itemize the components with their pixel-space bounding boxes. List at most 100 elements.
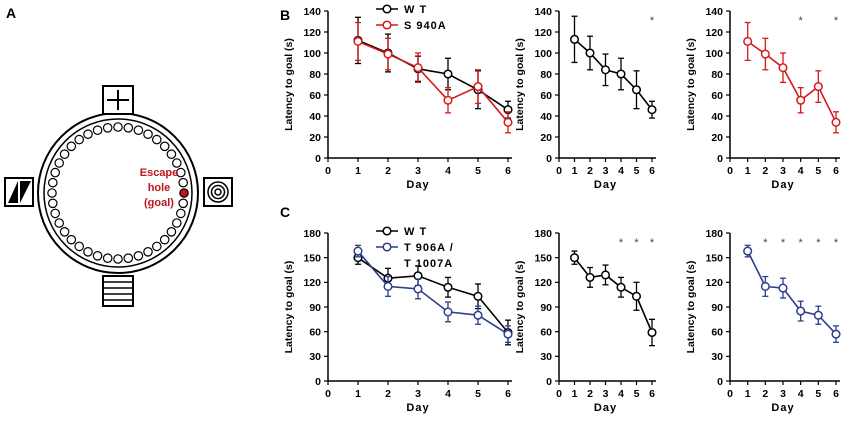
x-tick-label: 1 (745, 388, 751, 400)
data-point (585, 272, 595, 282)
y-axis-label: Latency to goal (s) (514, 38, 526, 131)
y-tick-label: 140 (705, 6, 723, 18)
y-tick-label: 100 (303, 48, 321, 60)
significance-star: * (619, 237, 624, 249)
y-tick-label: 60 (711, 90, 723, 102)
x-tick-label: 2 (587, 165, 593, 177)
data-point (413, 284, 423, 294)
maze-hole (123, 253, 134, 264)
maze-hole (83, 247, 93, 257)
x-tick-label: 1 (572, 165, 578, 177)
legend-marker (382, 226, 392, 236)
maze-hole (152, 134, 162, 145)
y-tick-label: 120 (534, 277, 552, 289)
y-tick-label: 120 (705, 277, 723, 289)
maze-hole (113, 254, 123, 264)
cue-cross-icon (102, 85, 134, 115)
significance-star: * (834, 237, 839, 249)
panel-label-a: A (6, 5, 16, 21)
data-point (616, 282, 626, 292)
maze-hole (102, 123, 113, 133)
y-axis-label: Latency to goal (s) (685, 38, 697, 131)
maze-hole (66, 141, 77, 152)
y-tick-label: 0 (546, 376, 552, 388)
x-tick-label: 4 (618, 165, 624, 177)
legend-marker (382, 242, 392, 252)
y-tick-label: 60 (540, 90, 552, 102)
maze-hole (47, 198, 58, 209)
x-tick-label: 2 (762, 388, 768, 400)
x-tick-label: 0 (727, 165, 733, 177)
y-tick-label: 100 (534, 48, 552, 60)
y-tick-label: 0 (315, 153, 321, 165)
y-tick-label: 0 (717, 376, 723, 388)
maze-hole (47, 177, 58, 188)
y-tick-label: 120 (705, 27, 723, 39)
y-tick-label: 0 (717, 153, 723, 165)
maze-hole (178, 198, 188, 209)
data-point (443, 95, 453, 105)
x-tick-label: 3 (415, 388, 421, 400)
x-tick-label: 5 (475, 388, 481, 400)
x-tick-label: 0 (325, 388, 331, 400)
y-tick-label: 80 (711, 69, 723, 81)
y-axis-label: Latency to goal (s) (283, 38, 295, 131)
y-tick-label: 80 (309, 69, 321, 81)
escape-hole (179, 188, 189, 198)
series-w-t (569, 15, 657, 119)
significance-star: * (799, 237, 804, 249)
data-point (383, 49, 393, 59)
data-point (503, 117, 513, 127)
data-point (353, 36, 363, 47)
maze-holes (47, 122, 189, 264)
maze-hole (54, 158, 64, 168)
maze-inner-ring (43, 118, 193, 268)
x-axis-label: Day (771, 402, 794, 414)
maze-hole (176, 167, 186, 178)
x-tick-label: 5 (634, 388, 640, 400)
y-tick-label: 60 (309, 326, 321, 338)
series-w-t (569, 250, 657, 347)
x-tick-label: 4 (618, 388, 624, 400)
maze-hole (102, 253, 113, 264)
x-tick-label: 1 (355, 388, 361, 400)
maze-hole (143, 247, 153, 257)
maze-hole (133, 251, 144, 261)
y-tick-label: 180 (303, 228, 321, 240)
x-tick-label: 5 (475, 165, 481, 177)
data-point (569, 253, 580, 263)
y-axis-label: Latency to goal (s) (283, 261, 295, 354)
x-axis-label: Day (406, 402, 429, 414)
legend: W T T 906A / T 1007A (376, 226, 453, 270)
maze-hole (152, 241, 162, 252)
x-tick-label: 5 (815, 165, 821, 177)
y-tick-label: 60 (540, 326, 552, 338)
x-tick-label: 0 (325, 165, 331, 177)
y-tick-label: 20 (309, 132, 321, 144)
significance-star: * (799, 15, 804, 27)
y-tick-label: 80 (540, 69, 552, 81)
maze-hole (92, 251, 103, 261)
data-point (503, 329, 513, 339)
x-tick-label: 6 (833, 388, 839, 400)
panel-label-c: C (280, 204, 290, 220)
data-point (473, 82, 483, 92)
maze-hole (159, 234, 170, 245)
y-tick-label: 120 (534, 27, 552, 39)
series-s-940a (353, 21, 513, 134)
maze-hole (83, 129, 93, 139)
cue-concentric-icon (203, 177, 233, 207)
maze-hole (50, 208, 60, 219)
data-point (585, 48, 595, 58)
y-tick-label: 60 (711, 326, 723, 338)
series-w-t (353, 16, 513, 119)
maze-hole (143, 129, 153, 139)
data-point (796, 306, 806, 316)
x-tick-label: 5 (634, 165, 640, 177)
x-axis-label: Day (594, 179, 617, 191)
y-tick-label: 0 (315, 376, 321, 388)
maze-hole (176, 208, 186, 219)
